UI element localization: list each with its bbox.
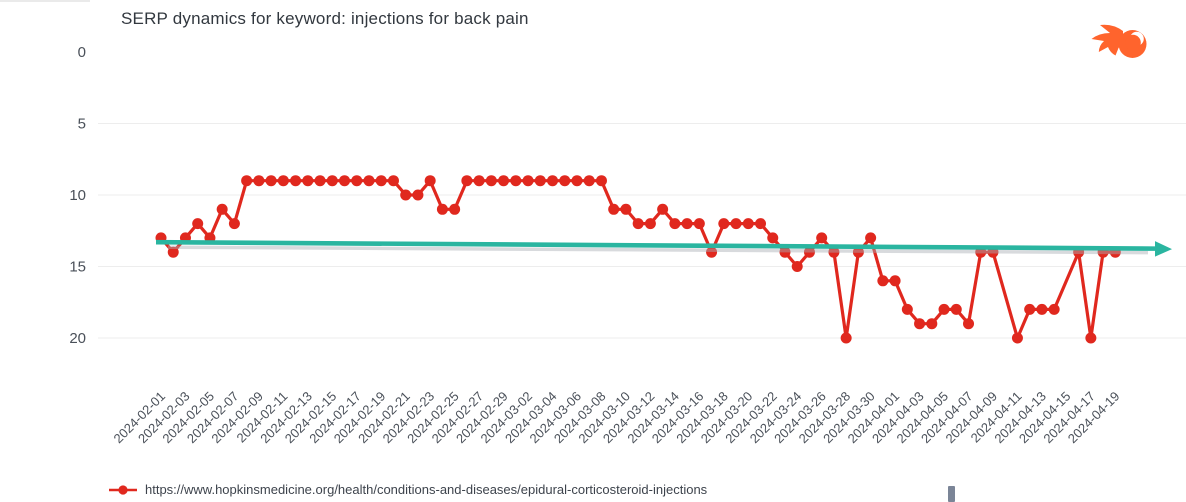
data-point[interactable] <box>803 246 815 258</box>
data-point[interactable] <box>216 203 228 215</box>
data-point[interactable] <box>644 218 656 230</box>
data-point[interactable] <box>620 203 632 215</box>
series-line <box>159 179 1116 340</box>
data-point[interactable] <box>290 175 302 187</box>
data-point[interactable] <box>400 189 412 201</box>
data-point[interactable] <box>363 175 375 187</box>
data-point[interactable] <box>718 218 730 230</box>
data-point[interactable] <box>595 175 607 187</box>
data-point[interactable] <box>914 318 926 330</box>
data-point[interactable] <box>326 175 338 187</box>
trend-arrow-head <box>1155 241 1172 257</box>
data-point[interactable] <box>167 246 179 258</box>
data-point[interactable] <box>889 275 901 287</box>
data-point[interactable] <box>755 218 767 230</box>
data-point[interactable] <box>840 332 852 344</box>
data-point[interactable] <box>816 232 828 244</box>
data-point[interactable] <box>412 189 424 201</box>
y-axis-tick-label: 0 <box>78 44 86 61</box>
data-point[interactable] <box>901 303 913 315</box>
data-point[interactable] <box>228 218 240 230</box>
data-point[interactable] <box>498 175 510 187</box>
data-point[interactable] <box>571 175 583 187</box>
data-point[interactable] <box>387 175 399 187</box>
data-point[interactable] <box>241 175 253 187</box>
data-point[interactable] <box>742 218 754 230</box>
data-point[interactable] <box>681 218 693 230</box>
data-point[interactable] <box>852 246 864 258</box>
data-point[interactable] <box>192 218 204 230</box>
data-point[interactable] <box>669 218 681 230</box>
data-point[interactable] <box>632 218 644 230</box>
data-point[interactable] <box>608 203 620 215</box>
data-point[interactable] <box>877 275 889 287</box>
data-point[interactable] <box>461 175 473 187</box>
data-point[interactable] <box>1024 303 1036 315</box>
data-point[interactable] <box>950 303 962 315</box>
data-point[interactable] <box>277 175 289 187</box>
scrollbar-thumb[interactable] <box>948 486 955 502</box>
data-point[interactable] <box>522 175 534 187</box>
semrush-logo <box>1086 18 1172 72</box>
data-point[interactable] <box>424 175 436 187</box>
data-point[interactable] <box>534 175 546 187</box>
data-point[interactable] <box>510 175 522 187</box>
data-point[interactable] <box>828 246 840 258</box>
y-axis-tick-label: 15 <box>69 259 86 276</box>
plot-area: 051015202024-02-012024-02-032024-02-0520… <box>69 44 1186 446</box>
chart-title: SERP dynamics for keyword: injections fo… <box>121 9 529 28</box>
data-point[interactable] <box>706 246 718 258</box>
legend-series-marker <box>109 484 137 495</box>
data-point[interactable] <box>865 232 877 244</box>
data-point[interactable] <box>938 303 950 315</box>
semrush-fireball-icon <box>1091 24 1147 58</box>
data-point[interactable] <box>583 175 595 187</box>
data-point[interactable] <box>779 246 791 258</box>
y-axis-tick-label: 20 <box>69 330 86 347</box>
data-point[interactable] <box>485 175 497 187</box>
data-point[interactable] <box>559 175 571 187</box>
data-point[interactable] <box>1048 303 1060 315</box>
legend: https://www.hopkinsmedicine.org/health/c… <box>108 482 707 497</box>
data-point[interactable] <box>693 218 705 230</box>
trend-arrow-shadow <box>167 245 1149 255</box>
top-border-fragment <box>0 0 90 2</box>
data-point[interactable] <box>314 175 326 187</box>
data-point[interactable] <box>791 261 803 272</box>
trend-arrow-line <box>155 239 1158 251</box>
y-axis-tick-label: 10 <box>69 187 86 204</box>
data-point[interactable] <box>730 218 742 230</box>
legend-series-label: https://www.hopkinsmedicine.org/health/c… <box>145 482 708 497</box>
data-point[interactable] <box>473 175 485 187</box>
data-point[interactable] <box>547 175 559 187</box>
data-point[interactable] <box>339 175 351 187</box>
data-point[interactable] <box>253 175 265 187</box>
data-point[interactable] <box>657 203 669 215</box>
y-axis-tick-label: 5 <box>78 116 86 133</box>
data-point[interactable] <box>963 318 975 330</box>
data-point[interactable] <box>265 175 277 187</box>
data-point[interactable] <box>351 175 363 187</box>
data-point[interactable] <box>1011 332 1023 344</box>
data-point[interactable] <box>449 203 461 215</box>
data-point[interactable] <box>1036 303 1048 315</box>
data-point[interactable] <box>926 318 938 330</box>
data-point[interactable] <box>767 232 779 244</box>
data-point[interactable] <box>375 175 387 187</box>
data-point[interactable] <box>436 203 448 215</box>
data-point[interactable] <box>302 175 314 187</box>
data-point[interactable] <box>1085 332 1097 344</box>
